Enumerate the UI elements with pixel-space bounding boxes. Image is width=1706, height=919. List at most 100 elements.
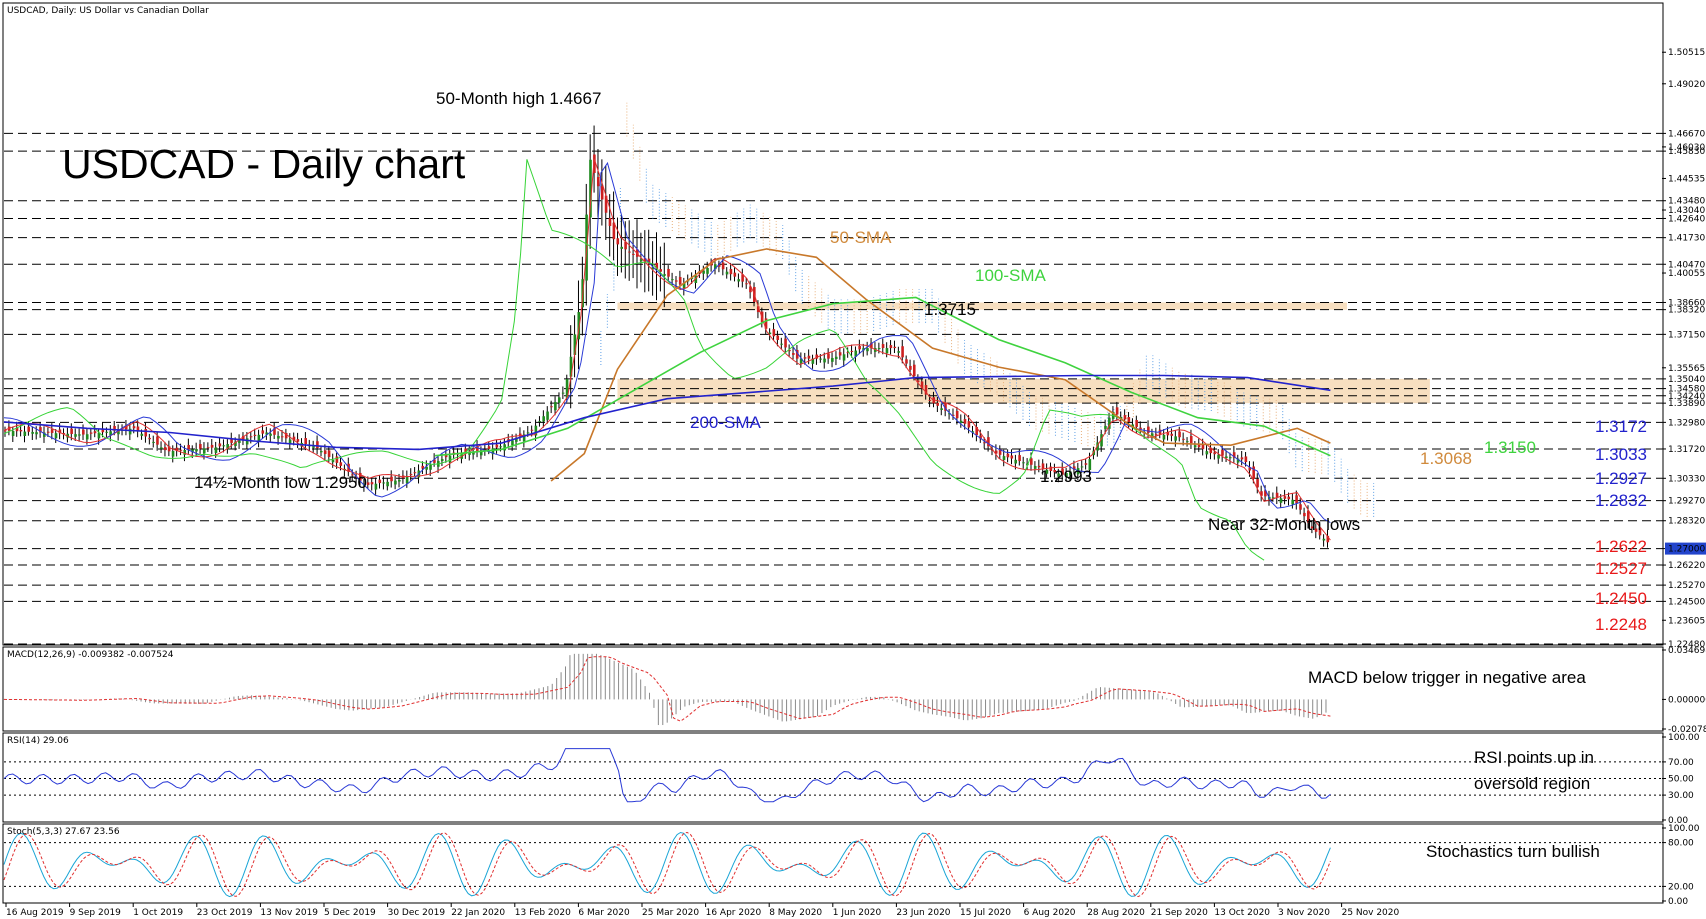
candle-body — [1045, 469, 1049, 474]
x-tick-label: 23 Jun 2020 — [896, 908, 950, 918]
macd-signal-line — [3, 656, 1331, 722]
candle-body — [1209, 447, 1213, 454]
candle-body — [842, 354, 846, 361]
candle-body — [1072, 466, 1076, 470]
candle-body — [128, 428, 132, 435]
x-tick-label: 28 Aug 2020 — [1087, 908, 1145, 918]
candle-body — [234, 441, 237, 446]
x-tick-label: 25 Mar 2020 — [642, 908, 699, 918]
stoch-y-tick-label: 80.00 — [1668, 839, 1694, 849]
candle-body — [737, 279, 741, 282]
candle-body — [624, 241, 627, 250]
candle-body — [776, 335, 780, 340]
candle-body — [807, 355, 811, 359]
candle-body — [702, 270, 705, 274]
candle-body — [378, 479, 382, 484]
candle-body — [288, 439, 292, 444]
candle-body — [1092, 450, 1096, 456]
x-tick-label: 15 Jul 2020 — [960, 908, 1011, 918]
candle-body — [89, 432, 93, 434]
candle-body — [472, 451, 475, 455]
y-tick-label: 1.40055 — [1668, 269, 1705, 279]
y-tick-label: 1.38660 — [1668, 298, 1705, 308]
candle-body — [1193, 445, 1197, 448]
annotation-14-month-low: 14½-Month low 1.2950 — [194, 473, 367, 492]
annotation-100-sma: 100-SMA — [975, 266, 1047, 285]
candle-body — [199, 444, 202, 449]
candle-body — [916, 380, 920, 383]
candle-body — [359, 472, 362, 481]
candle-body — [538, 420, 542, 422]
candle-body — [101, 428, 105, 433]
candle-body — [273, 428, 276, 435]
candle-body — [909, 365, 912, 370]
candle-body — [390, 476, 393, 482]
candle-body — [725, 271, 729, 275]
candle-body — [1115, 407, 1119, 415]
candle-body — [1217, 454, 1220, 459]
candle-body — [27, 426, 31, 432]
candle-body — [191, 449, 194, 452]
candle-body — [1100, 434, 1103, 447]
annotation-stochastics: Stochastics turn bullish — [1426, 842, 1600, 861]
candle-body — [1186, 441, 1189, 443]
candle-body — [148, 437, 151, 440]
annotation-near-32-month-lows: Near 32-Month lows — [1208, 515, 1360, 534]
candle-body — [1166, 432, 1170, 436]
y-tick-label: 1.50515 — [1668, 48, 1705, 58]
candle-body — [846, 352, 850, 354]
candle-body — [850, 350, 854, 352]
candle-body — [561, 392, 565, 394]
indicator-panels: 0.0346980.000000-0.020785100.0070.0050.0… — [3, 646, 1706, 907]
candle-body — [62, 433, 66, 435]
y-tick-label: 1.46670 — [1668, 129, 1705, 139]
candle-body — [694, 275, 698, 284]
candle-body — [1303, 512, 1306, 517]
candle-body — [280, 436, 284, 438]
y-tick-label: 1.38320 — [1668, 306, 1705, 316]
candle-body — [331, 459, 335, 463]
candle-body — [152, 441, 155, 443]
stoch-y-tick-label: 20.00 — [1668, 882, 1694, 892]
candle-body — [628, 251, 631, 253]
candle-body — [1154, 433, 1158, 435]
candle-body — [1310, 526, 1314, 529]
candle-body — [682, 282, 686, 290]
candle-body — [54, 433, 58, 439]
level-label-1-2527: 1.2527 — [1595, 559, 1647, 578]
candle-body — [1228, 457, 1232, 459]
candle-body — [382, 482, 386, 484]
y-tick-label: 1.43480 — [1668, 197, 1705, 207]
rsi-y-tick-label: 30.00 — [1668, 791, 1694, 801]
candle-body — [569, 356, 573, 377]
candle-body — [819, 358, 822, 360]
candle-body — [870, 342, 873, 349]
candle-body — [596, 177, 600, 187]
candle-body — [1037, 465, 1041, 468]
level-label-1-3033: 1.3033 — [1595, 445, 1647, 464]
annotation-200-sma: 200-SMA — [690, 413, 762, 432]
candle-body — [795, 349, 799, 359]
level-label-1-2927: 1.2927 — [1595, 469, 1647, 488]
candle-body — [647, 258, 651, 265]
x-tick-label: 23 Oct 2019 — [197, 908, 253, 918]
candle-body — [1080, 466, 1084, 468]
candle-body — [409, 473, 413, 475]
candle-body — [987, 437, 990, 447]
candle-body — [1306, 510, 1310, 523]
annotation-rsi-line2: oversold region — [1474, 774, 1590, 793]
ma-line-100-SMA — [435, 296, 1331, 457]
candle-body — [951, 414, 955, 416]
candle-body — [374, 483, 378, 490]
level-label-1-2832: 1.2832 — [1595, 491, 1647, 510]
candle-body — [58, 429, 62, 434]
candle-body — [319, 450, 323, 453]
candle-body — [499, 446, 503, 448]
conversion-line — [3, 158, 1331, 541]
candle-body — [967, 421, 971, 428]
candle-body — [487, 446, 491, 449]
candle-body — [526, 432, 530, 434]
candle-body — [156, 436, 159, 445]
candle-body — [858, 345, 861, 350]
candle-body — [745, 283, 748, 285]
